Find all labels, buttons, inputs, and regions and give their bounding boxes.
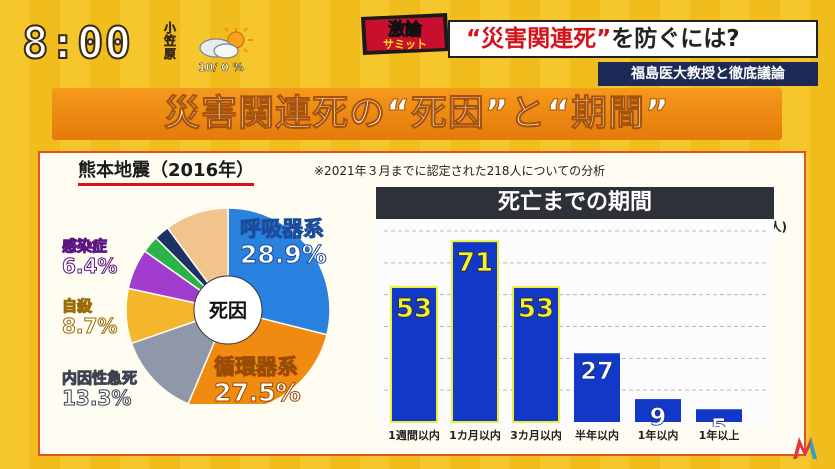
bar-1 (451, 240, 499, 424)
page-title: 災害関連死の“死因”と“期間” (52, 88, 782, 140)
bar-4 (635, 399, 681, 422)
headline-quote: “災害関連死” (466, 26, 612, 52)
pie-label-value: 13.3% (61, 385, 132, 410)
weather-place: 小笠原 (164, 21, 177, 61)
bar-value-label-4: 9 (650, 403, 667, 427)
cause-pie-chart: 死因 (125, 207, 331, 404)
subheadline: 福島医大教授と徹底議論 (598, 62, 818, 86)
bar-category-label-3: 半年以内 (575, 429, 619, 442)
section-title: 熊本地震（2016年） (78, 156, 255, 186)
pie-label-value: 28.9% (240, 240, 328, 270)
pie-label-1: 循環器系 27.5% (214, 355, 302, 408)
pie-label-name: 循環器系 (214, 355, 299, 379)
pie-label-value: 27.5% (214, 378, 302, 408)
bar-category-label-0: 1週間以内 (388, 429, 440, 442)
period-bars: 53 71 53 27 9 5 (376, 219, 774, 427)
bar-value-label-1: 71 (457, 248, 493, 278)
cloud-sun-icon (199, 27, 253, 59)
analysis-note: ※2021年３月までに認定された218人についての分析 (314, 164, 606, 178)
pie-label-3: 自殺 8.7% (61, 297, 118, 338)
program-logo: 激論 サミット (361, 13, 449, 55)
pie-label-name: 内因性急死 (61, 369, 138, 387)
pie-label-name: 呼吸器系 (240, 217, 325, 241)
bar-3 (574, 353, 620, 422)
pie-center-disc (193, 275, 263, 345)
pie-label-name: 感染症 (61, 237, 108, 255)
headline: “災害関連死”を防ぐには? (448, 20, 818, 58)
pie-label-4: 感染症 6.4% (61, 237, 118, 278)
pie-label-name: 自殺 (61, 297, 93, 315)
bar-0 (390, 286, 438, 423)
bar-category-label-2: 3カ月以内 (510, 429, 562, 442)
bar-5 (696, 409, 742, 422)
bar-value-label-3: 27 (580, 357, 613, 385)
channel-logo-icon (793, 437, 817, 459)
svg-text:サミット: サミット (383, 38, 427, 51)
pie-label-0: 呼吸器系 28.9% (240, 217, 328, 270)
bar-value-label-5: 5 (711, 413, 728, 427)
bar-value-label-0: 53 (396, 294, 432, 324)
bar-chart-title: 死亡までの期間 (497, 190, 652, 215)
pie-label-value: 8.7% (61, 313, 118, 338)
headline-rest: を防ぐには? (611, 26, 740, 52)
pie-label-value: 6.4% (61, 253, 118, 278)
clock-time: 8:00 (21, 17, 132, 70)
pie-center-label: 死因 (209, 300, 247, 322)
bar-category-label-5: 1年以上 (698, 429, 740, 442)
svg-text:激論: 激論 (388, 19, 423, 40)
bar-category-label-1: 1カ月以内 (449, 429, 501, 442)
bar-value-label-2: 53 (518, 294, 554, 324)
bar-category-label-4: 1年以内 (637, 429, 679, 442)
pie-label-2: 内因性急死 13.3% (61, 369, 138, 410)
bar-2 (512, 286, 560, 423)
weather-value: 10/ 0 % (198, 61, 244, 75)
